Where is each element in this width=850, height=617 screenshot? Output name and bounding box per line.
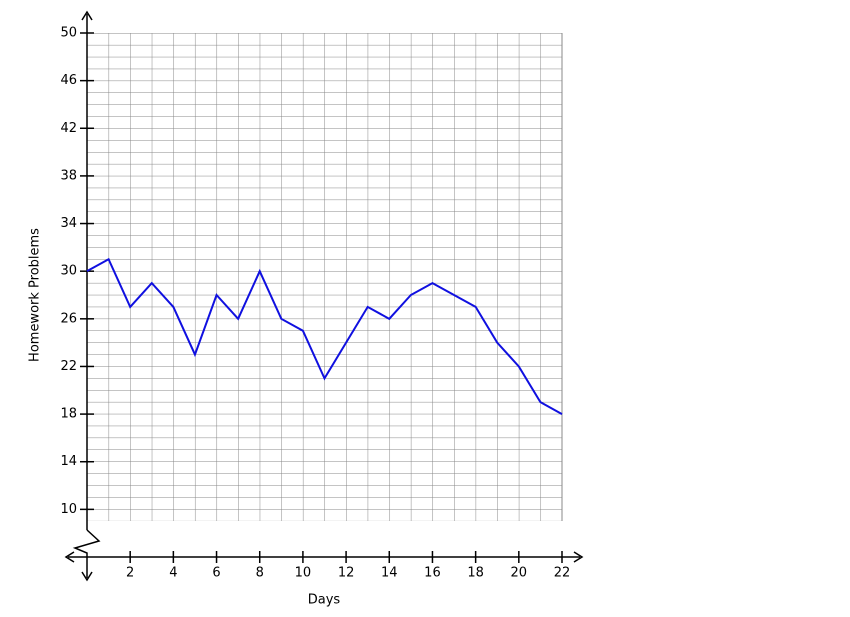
y-tick-label: 50 xyxy=(60,26,77,41)
y-tick-label: 26 xyxy=(60,311,77,326)
grid xyxy=(87,33,562,521)
x-tick-label: 22 xyxy=(554,566,571,581)
y-tick-label: 18 xyxy=(60,407,77,422)
y-arrows xyxy=(81,10,93,582)
x-tick-label: 16 xyxy=(424,566,441,581)
x-tick-label: 2 xyxy=(126,566,134,581)
y-tick-label: 30 xyxy=(60,264,77,279)
y-tick-label: 38 xyxy=(60,168,77,183)
x-tick-label: 18 xyxy=(467,566,484,581)
axis-break xyxy=(72,529,101,578)
y-tick-label: 34 xyxy=(60,216,77,231)
y-tick-label: 46 xyxy=(60,73,77,88)
y-tick-label: 42 xyxy=(60,121,77,136)
x-tick-label: 12 xyxy=(338,566,355,581)
x-tick-label: 8 xyxy=(256,566,264,581)
x-tick-label: 10 xyxy=(295,566,312,581)
x-tick-label: 14 xyxy=(381,566,398,581)
x-arrows xyxy=(64,551,584,563)
data-line xyxy=(86,257,563,415)
x-tick-label: 6 xyxy=(212,566,220,581)
y-tick-label: 14 xyxy=(60,454,77,469)
y-tick-label: 10 xyxy=(60,502,77,517)
x-axis-label: Days xyxy=(308,593,341,608)
y-tick-label: 22 xyxy=(60,359,77,374)
y-axis-label: Homework Problems xyxy=(28,228,43,362)
x-tick-label: 4 xyxy=(169,566,177,581)
x-tick-label: 20 xyxy=(511,566,528,581)
